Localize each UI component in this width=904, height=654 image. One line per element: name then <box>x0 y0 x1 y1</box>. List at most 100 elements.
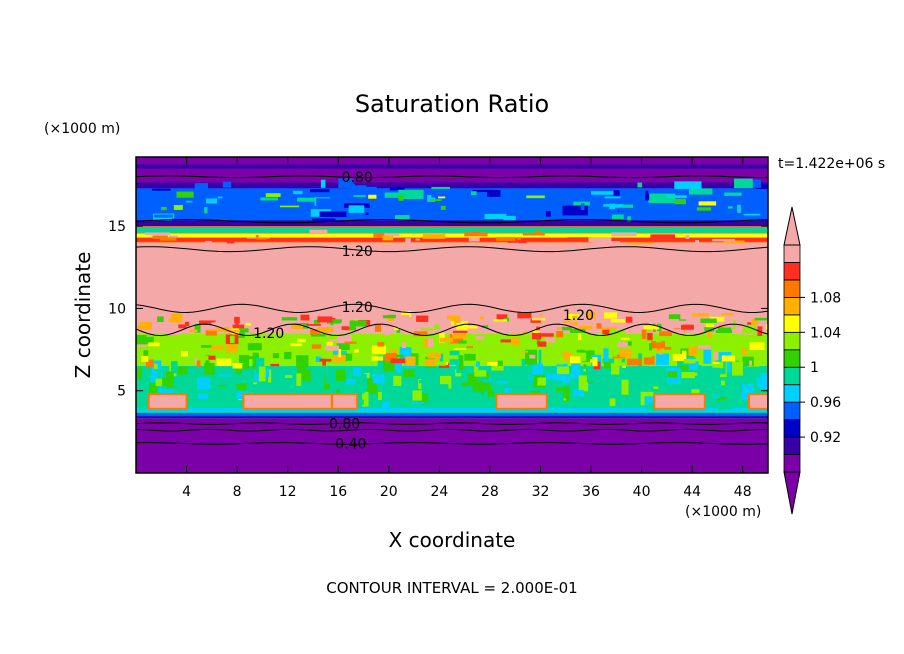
speckle <box>424 359 438 367</box>
speckle <box>613 354 618 357</box>
speckle <box>189 329 198 333</box>
speckle <box>153 363 158 369</box>
speckle <box>346 379 356 385</box>
speckle <box>293 190 303 195</box>
speckle <box>151 188 171 191</box>
speckle <box>176 191 194 198</box>
speckle <box>578 375 589 392</box>
speckle <box>384 330 390 336</box>
speckle <box>296 364 306 381</box>
speckle <box>347 183 355 193</box>
speckle <box>152 235 168 239</box>
speckle <box>317 316 333 323</box>
speckle <box>458 355 464 371</box>
speckle <box>311 383 324 393</box>
speckle <box>265 335 269 338</box>
speckle <box>245 322 252 326</box>
y-axis-label: Z coordinate <box>71 252 95 379</box>
speckle <box>393 327 399 330</box>
speckle <box>705 323 714 331</box>
speckle <box>400 311 412 317</box>
speckle <box>521 358 526 368</box>
speckle <box>452 333 467 339</box>
speckle <box>300 314 310 321</box>
speckle <box>674 181 702 189</box>
speckle <box>439 337 453 343</box>
speckle <box>168 318 183 323</box>
speckle <box>256 238 267 240</box>
speckle <box>211 344 225 350</box>
speckle <box>556 366 569 375</box>
speckle <box>419 380 430 384</box>
speckle <box>246 236 270 239</box>
speckle <box>563 398 566 401</box>
speckle <box>199 320 216 325</box>
speckle <box>562 326 572 331</box>
speckle <box>265 193 281 197</box>
speckle <box>464 232 488 237</box>
colorbar-swatch <box>783 296 801 316</box>
speckle <box>610 319 625 323</box>
contour-label-5: 0.80 <box>329 417 360 433</box>
speckle <box>157 369 162 378</box>
speckle <box>450 321 455 326</box>
contour-label-0: 0.80 <box>342 170 373 186</box>
speckle <box>194 358 198 365</box>
speckle <box>205 354 210 370</box>
speckle <box>458 340 467 344</box>
speckle <box>137 344 147 347</box>
speckle <box>476 361 480 367</box>
speckle <box>578 332 582 341</box>
speckle <box>727 206 733 209</box>
speckle <box>209 350 213 352</box>
speckle <box>723 240 745 244</box>
contour-label-4: 1.20 <box>563 308 594 324</box>
speckle <box>643 325 660 330</box>
speckle <box>320 179 326 188</box>
speckle <box>672 354 685 361</box>
speckle <box>324 371 330 384</box>
speckle <box>335 369 345 381</box>
speckle <box>728 377 739 383</box>
speckle <box>247 343 262 351</box>
speckle <box>531 318 546 321</box>
speckle <box>221 402 229 405</box>
contour-line-7 <box>136 218 768 224</box>
speckle <box>619 349 632 358</box>
speckle <box>440 205 446 210</box>
speckle <box>471 391 481 403</box>
speckle <box>527 374 540 380</box>
speckle <box>398 189 424 199</box>
speckle <box>434 324 440 330</box>
speckle <box>197 355 212 361</box>
speckle <box>683 357 696 370</box>
speckle <box>522 233 545 236</box>
speckle <box>173 205 183 210</box>
speckle <box>217 196 223 199</box>
speckle <box>405 238 411 243</box>
speckle <box>354 349 359 353</box>
speckle <box>627 341 632 346</box>
speckle <box>700 318 717 323</box>
speckle <box>603 312 618 319</box>
speckle <box>579 325 593 330</box>
speckle <box>526 360 532 375</box>
y-tick-label: 15 <box>108 219 126 235</box>
speckle <box>170 313 183 320</box>
speckle <box>595 391 608 394</box>
speckle <box>709 316 725 322</box>
speckle <box>596 323 602 329</box>
speckle <box>238 354 250 369</box>
dome-5 <box>748 393 768 410</box>
speckle <box>322 358 326 366</box>
y-unit-label: (×1000 m) <box>44 121 120 137</box>
speckle <box>336 389 340 397</box>
speckle <box>415 238 420 241</box>
colorbar: 0.92 0.96 1 1.04 1.08 <box>783 206 841 515</box>
colorbar-label: 0.96 <box>810 395 841 411</box>
speckle <box>211 322 229 326</box>
speckle <box>563 320 572 323</box>
speckle <box>468 237 480 242</box>
speckle <box>677 356 688 367</box>
speckle <box>272 353 280 359</box>
